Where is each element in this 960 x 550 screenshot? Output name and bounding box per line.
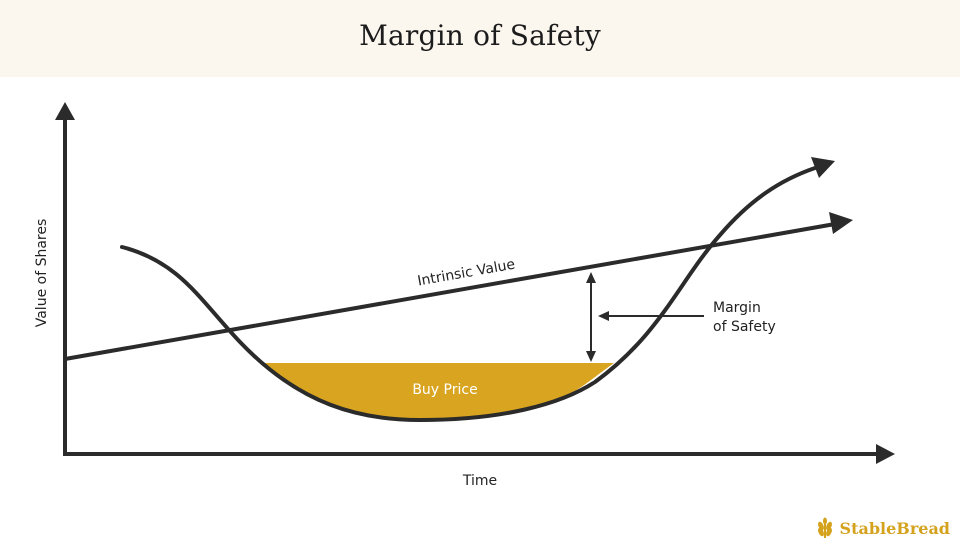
brand-name: StableBread	[839, 518, 950, 538]
buy-price-region	[265, 363, 614, 421]
x-axis-label: Time	[462, 473, 497, 489]
margin-label-line1: Margin	[713, 300, 761, 316]
intrinsic-value-arrowhead	[829, 212, 853, 234]
brand-logo: StableBread	[814, 516, 950, 540]
margin-pointer-arrowhead	[598, 311, 609, 321]
margin-label-line2: of Safety	[713, 319, 776, 335]
y-axis-arrowhead	[55, 102, 75, 120]
margin-arrowhead-bottom	[586, 351, 596, 362]
page-title: Margin of Safety	[359, 19, 601, 52]
wheat-icon	[817, 517, 832, 538]
x-axis-arrowhead	[876, 444, 895, 464]
share-price-arrowhead	[811, 157, 835, 178]
intrinsic-value-label: Intrinsic Value	[416, 257, 516, 290]
intrinsic-value-line	[64, 222, 836, 361]
y-axis-label: Value of Shares	[34, 219, 50, 328]
margin-arrowhead-top	[586, 272, 596, 283]
buy-price-label: Buy Price	[412, 382, 477, 398]
title-bar	[0, 0, 960, 77]
share-price-curve	[120, 166, 817, 423]
